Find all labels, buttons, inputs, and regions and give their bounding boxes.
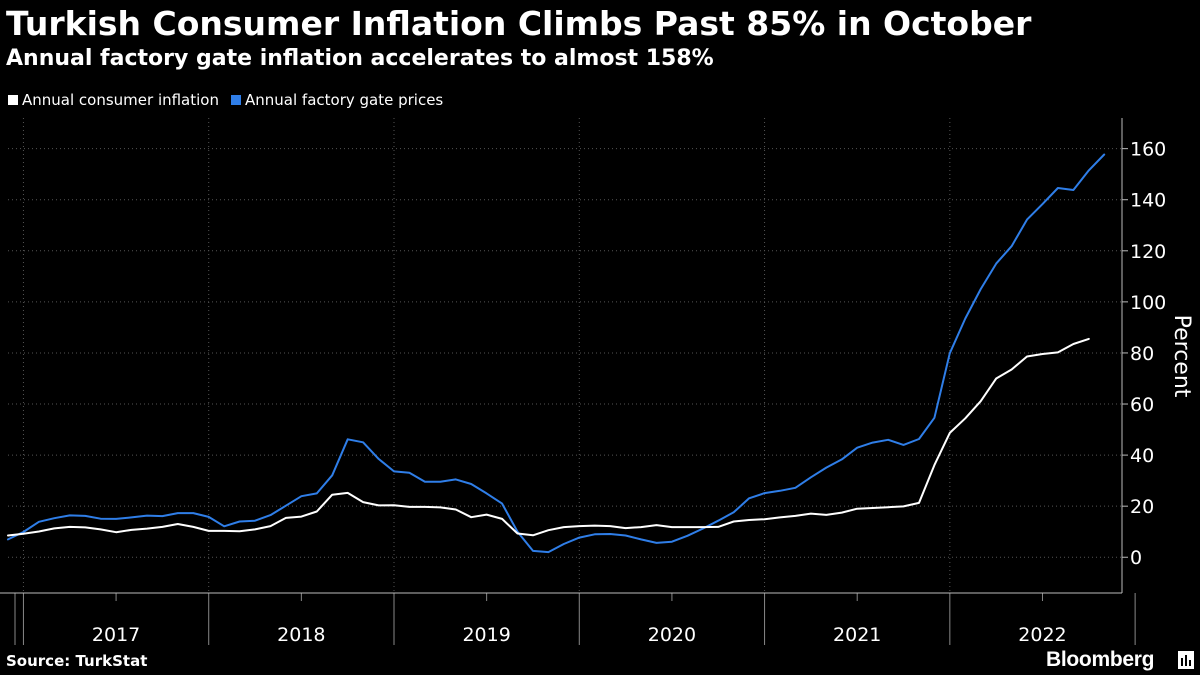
- series-line-consumer-inflation: [7, 337, 1090, 537]
- y-tick-label: 160: [1130, 139, 1166, 161]
- chart-legend: Annual consumer inflation Annual factory…: [8, 91, 455, 109]
- y-tick-label: 60: [1130, 394, 1154, 416]
- legend-item-consumer: Annual consumer inflation: [8, 91, 219, 109]
- brand-logo: Bloomberg: [1046, 648, 1155, 671]
- legend-swatch-factory: [231, 95, 241, 105]
- y-tick-label: 40: [1130, 445, 1154, 467]
- x-tick-label: 2018: [277, 624, 325, 646]
- legend-swatch-consumer: [8, 95, 18, 105]
- y-tick-label: 100: [1130, 292, 1166, 314]
- x-tick-label: 2022: [1018, 624, 1066, 646]
- y-tick-label: 140: [1130, 190, 1166, 212]
- x-tick-label: 2019: [462, 624, 510, 646]
- source-note: Source: TurkStat: [6, 652, 148, 670]
- y-tick-label: 20: [1130, 496, 1154, 518]
- legend-item-factory: Annual factory gate prices: [231, 91, 443, 109]
- x-tick-label: 2020: [648, 624, 696, 646]
- chart-title: Turkish Consumer Inflation Climbs Past 8…: [6, 4, 1032, 43]
- y-tick-label: 0: [1130, 547, 1142, 569]
- x-tick-label: 2017: [92, 624, 140, 646]
- y-tick-label: 80: [1130, 343, 1154, 365]
- terminal-icon: [1178, 651, 1194, 669]
- y-axis-label: Percent: [1169, 315, 1194, 398]
- y-tick-label: 120: [1130, 241, 1166, 263]
- x-tick-label: 2021: [833, 624, 881, 646]
- chart-subtitle: Annual factory gate inflation accelerate…: [6, 46, 714, 71]
- legend-label-factory: Annual factory gate prices: [245, 91, 444, 109]
- legend-label-consumer: Annual consumer inflation: [22, 91, 219, 109]
- series-line-factory-gate-prices: [7, 153, 1106, 554]
